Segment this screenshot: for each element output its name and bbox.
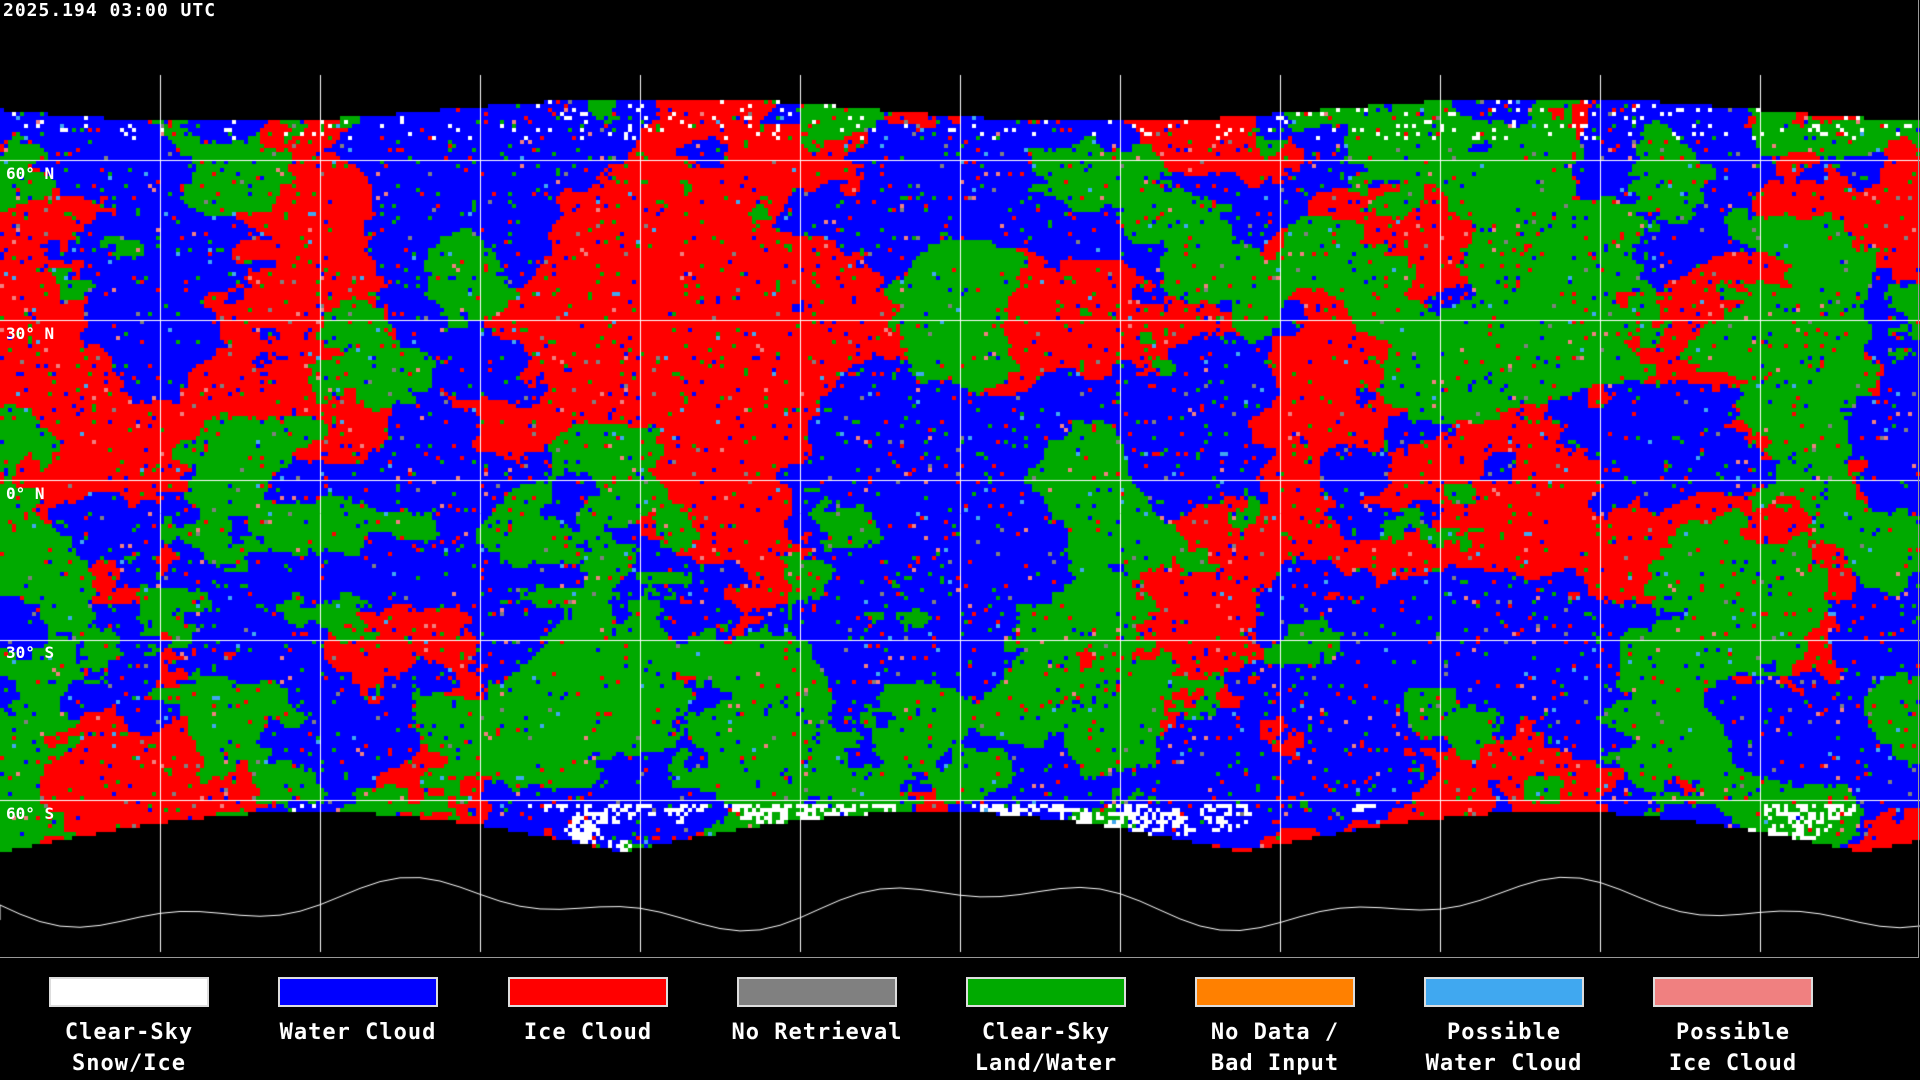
legend-label: Clear-Sky Land/Water — [974, 1020, 1118, 1076]
legend-swatch — [278, 977, 438, 1007]
legend-item-possible-ice-cloud: Possible Ice Cloud — [1618, 977, 1848, 1079]
lat-label-equator: 0° N — [6, 484, 45, 503]
legend-item-no-retrieval: No Retrieval — [702, 977, 932, 1048]
legend-label: No Data / Bad Input — [1210, 1020, 1340, 1076]
legend-item-clear-snow-ice: Clear-Sky Snow/Ice — [14, 977, 244, 1079]
legend-label: Ice Cloud — [523, 1020, 653, 1045]
legend-swatch — [966, 977, 1126, 1007]
lat-label-60n: 60° N — [6, 164, 55, 183]
legend: Clear-Sky Snow/Ice Water Cloud Ice Cloud… — [0, 958, 1920, 1080]
lat-label-30s: 30° S — [6, 643, 55, 662]
legend-swatch — [737, 977, 897, 1007]
legend-item-ice-cloud: Ice Cloud — [473, 977, 703, 1048]
cloud-phase-map — [0, 0, 1920, 958]
lat-label-30n: 30° N — [6, 324, 55, 343]
lat-label-60s: 60° S — [6, 804, 55, 823]
legend-item-possible-water-cloud: Possible Water Cloud — [1389, 977, 1619, 1079]
legend-swatch — [49, 977, 209, 1007]
timestamp: 2025.194 03:00 UTC — [3, 0, 217, 21]
legend-label: Water Cloud — [279, 1020, 437, 1045]
legend-swatch — [508, 977, 668, 1007]
legend-swatch — [1195, 977, 1355, 1007]
legend-item-water-cloud: Water Cloud — [243, 977, 473, 1048]
legend-swatch — [1424, 977, 1584, 1007]
legend-label: Clear-Sky Snow/Ice — [64, 1020, 194, 1076]
legend-item-clear-land-water: Clear-Sky Land/Water — [931, 977, 1161, 1079]
legend-swatch — [1653, 977, 1813, 1007]
legend-label: Possible Water Cloud — [1425, 1020, 1583, 1076]
legend-label: No Retrieval — [731, 1020, 903, 1045]
legend-item-no-data: No Data / Bad Input — [1160, 977, 1390, 1079]
legend-label: Possible Ice Cloud — [1668, 1020, 1798, 1076]
